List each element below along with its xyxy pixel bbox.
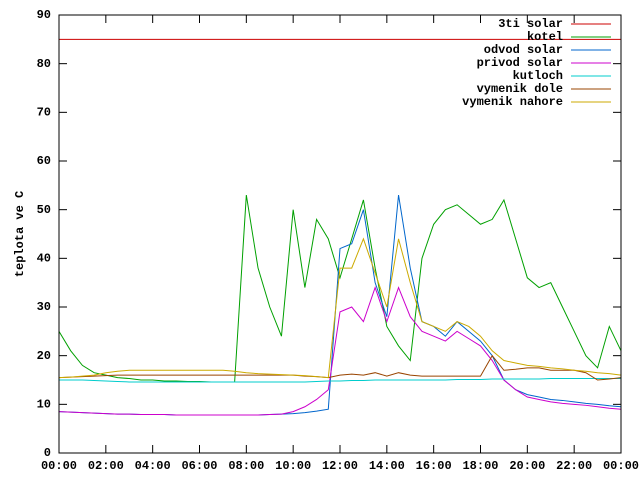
- legend-label: 3ti solar: [498, 17, 563, 31]
- x-tick-label: 10:00: [275, 459, 311, 473]
- x-tick-label: 16:00: [416, 459, 452, 473]
- x-tick-label: 06:00: [181, 459, 217, 473]
- x-tick-label: 14:00: [369, 459, 405, 473]
- y-tick-label: 90: [37, 8, 51, 22]
- x-tick-label: 00:00: [41, 459, 77, 473]
- series-line: [59, 378, 621, 383]
- y-tick-label: 30: [37, 300, 51, 314]
- y-tick-label: 40: [37, 252, 51, 266]
- legend-label: kotel: [527, 30, 563, 44]
- legend-label: vymenik nahore: [462, 95, 563, 109]
- y-tick-label: 10: [37, 398, 51, 412]
- series-line: [58, 285, 622, 416]
- x-tick-label: 00:00: [603, 459, 639, 473]
- y-tick-label: 0: [44, 446, 51, 460]
- y-tick-label: 50: [37, 203, 51, 217]
- y-tick-label: 20: [37, 349, 51, 363]
- series-line: [58, 237, 622, 379]
- x-tick-label: 08:00: [228, 459, 264, 473]
- y-axis-label: teplota ve C: [13, 191, 27, 277]
- x-tick-label: 12:00: [322, 459, 358, 473]
- y-tick-label: 80: [37, 57, 51, 71]
- y-tick-label: 60: [37, 154, 51, 168]
- legend-label: kutloch: [513, 69, 563, 83]
- legend-label: privod solar: [477, 56, 563, 70]
- series-line: [58, 194, 622, 383]
- x-tick-label: 20:00: [509, 459, 545, 473]
- x-tick-label: 22:00: [556, 459, 592, 473]
- y-tick-label: 70: [37, 106, 51, 120]
- x-tick-label: 02:00: [88, 459, 124, 473]
- series-line: [58, 354, 622, 381]
- x-tick-label: 18:00: [462, 459, 498, 473]
- legend-label: vymenik dole: [477, 82, 563, 96]
- legend-label: odvod solar: [484, 43, 563, 57]
- x-tick-label: 04:00: [135, 459, 171, 473]
- plot-border: [58, 14, 622, 454]
